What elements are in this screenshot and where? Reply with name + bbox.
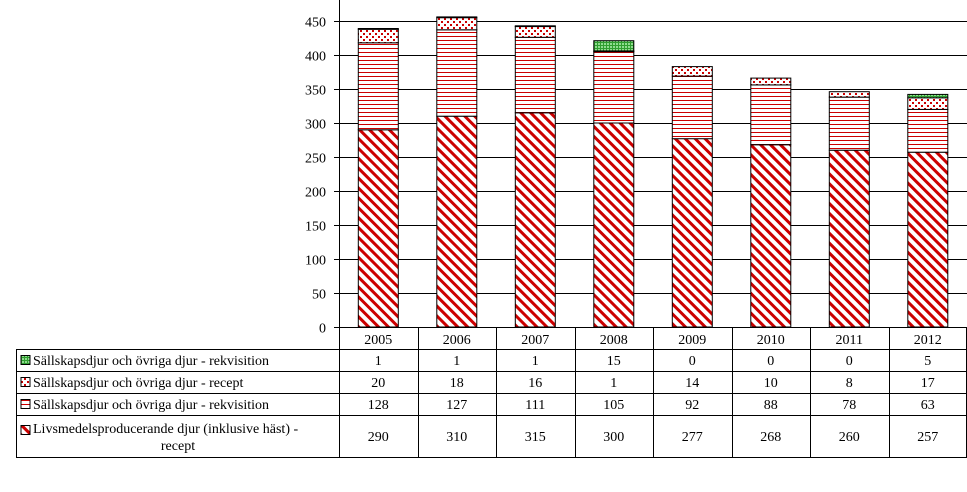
x-tick-label: 2010 (757, 333, 785, 348)
bar-segment (357, 28, 399, 44)
y-tick-label: 400 (305, 50, 326, 65)
data-table: 2005 2006 2007 2008 2009 2010 2011 2012Sällskap… (16, 327, 967, 458)
bar-segment (593, 40, 635, 52)
bar-segment (514, 25, 556, 38)
y-tick-label: 150 (305, 220, 326, 235)
bar-segment (436, 16, 478, 19)
legend-key (20, 399, 31, 409)
data-label: 111 (525, 398, 545, 413)
legend-key (20, 425, 31, 435)
data-label: 310 (446, 430, 467, 445)
bar-segment (357, 42, 399, 131)
legend-key (20, 377, 31, 387)
data-label: 14 (685, 376, 699, 391)
legend-key (20, 355, 31, 365)
data-label: 277 (682, 430, 703, 445)
bar-segment (671, 138, 713, 328)
data-label: 128 (368, 398, 389, 413)
bar-segment (750, 84, 792, 146)
data-label: 17 (921, 376, 935, 391)
legend-label-continued: recept (161, 439, 195, 454)
data-label: 0 (767, 354, 774, 369)
data-label: 10 (764, 376, 778, 391)
gridlines (339, 21, 967, 294)
bar-segment (828, 96, 870, 151)
bar-segment (671, 66, 713, 77)
data-label: 1 (610, 376, 617, 391)
x-tick-label: 2008 (600, 333, 628, 348)
bar-segment (514, 25, 556, 28)
data-label: 268 (760, 430, 781, 445)
y-tick-label: 300 (305, 118, 326, 133)
legend-label: Sällskapsdjur och övriga djur - recept (33, 376, 243, 391)
bar-segment (357, 129, 399, 328)
data-label: 88 (764, 398, 778, 413)
bar-segment (907, 151, 949, 328)
y-tick-label: 100 (305, 254, 326, 269)
data-label: 127 (446, 398, 467, 413)
x-tick-label: 2006 (443, 333, 471, 348)
data-label: 315 (525, 430, 546, 445)
data-label: 300 (603, 430, 624, 445)
data-label: 260 (839, 430, 860, 445)
y-axis-tick-labels: 0 50 100 150 200 250 300 350 400 450 (305, 16, 339, 337)
data-label: 78 (842, 398, 856, 413)
bar-segment (514, 36, 556, 114)
y-tick-label: 450 (305, 16, 326, 31)
bar-segment (907, 93, 949, 99)
bar-segment (828, 91, 870, 98)
bar-segment (750, 144, 792, 328)
data-label: 16 (528, 376, 542, 391)
data-label: 92 (685, 398, 699, 413)
data-label: 20 (371, 376, 385, 391)
data-label: 290 (368, 430, 389, 445)
bars (357, 16, 949, 328)
data-label: 1 (453, 354, 460, 369)
bar-segment (357, 28, 399, 30)
x-tick-label: 2005 (364, 333, 392, 348)
data-label: 257 (917, 430, 938, 445)
bar-segment (750, 77, 792, 86)
bar-segment (436, 17, 478, 31)
y-tick-label: 200 (305, 186, 326, 201)
bar-segment (514, 112, 556, 328)
bar-segment (828, 149, 870, 328)
bar-segment (436, 115, 478, 328)
data-label: 8 (846, 376, 853, 391)
data-label: 105 (603, 398, 624, 413)
y-tick-label: 250 (305, 152, 326, 167)
legend-label: Livsmedelsproducerande djur (inklusive h… (33, 422, 298, 437)
x-tick-label: 2012 (914, 333, 942, 348)
data-label: 1 (532, 354, 539, 369)
data-label: 15 (607, 354, 621, 369)
y-tick-label: 350 (305, 84, 326, 99)
legend-label: Sällskapsdjur och övriga djur - rekvisit… (33, 398, 269, 413)
x-tick-label: 2011 (836, 333, 863, 348)
x-tick-label: 2009 (678, 333, 706, 348)
y-tick-label: 0 (319, 322, 326, 337)
data-label: 1 (375, 354, 382, 369)
bar-segment (671, 75, 713, 140)
data-label: 0 (689, 354, 696, 369)
data-label: 5 (924, 354, 931, 369)
legend-label: Sällskapsdjur och övriga djur - rekvisit… (33, 354, 269, 369)
data-label: 63 (921, 398, 935, 413)
bar-segment (907, 108, 949, 153)
y-tick-label: 50 (312, 288, 326, 303)
data-label: 0 (846, 354, 853, 369)
bar-segment (593, 51, 635, 124)
x-tick-label: 2007 (521, 333, 549, 348)
bar-segment (907, 97, 949, 110)
data-label: 18 (450, 376, 464, 391)
bar-segment (593, 122, 635, 328)
bar-segment (436, 29, 478, 117)
